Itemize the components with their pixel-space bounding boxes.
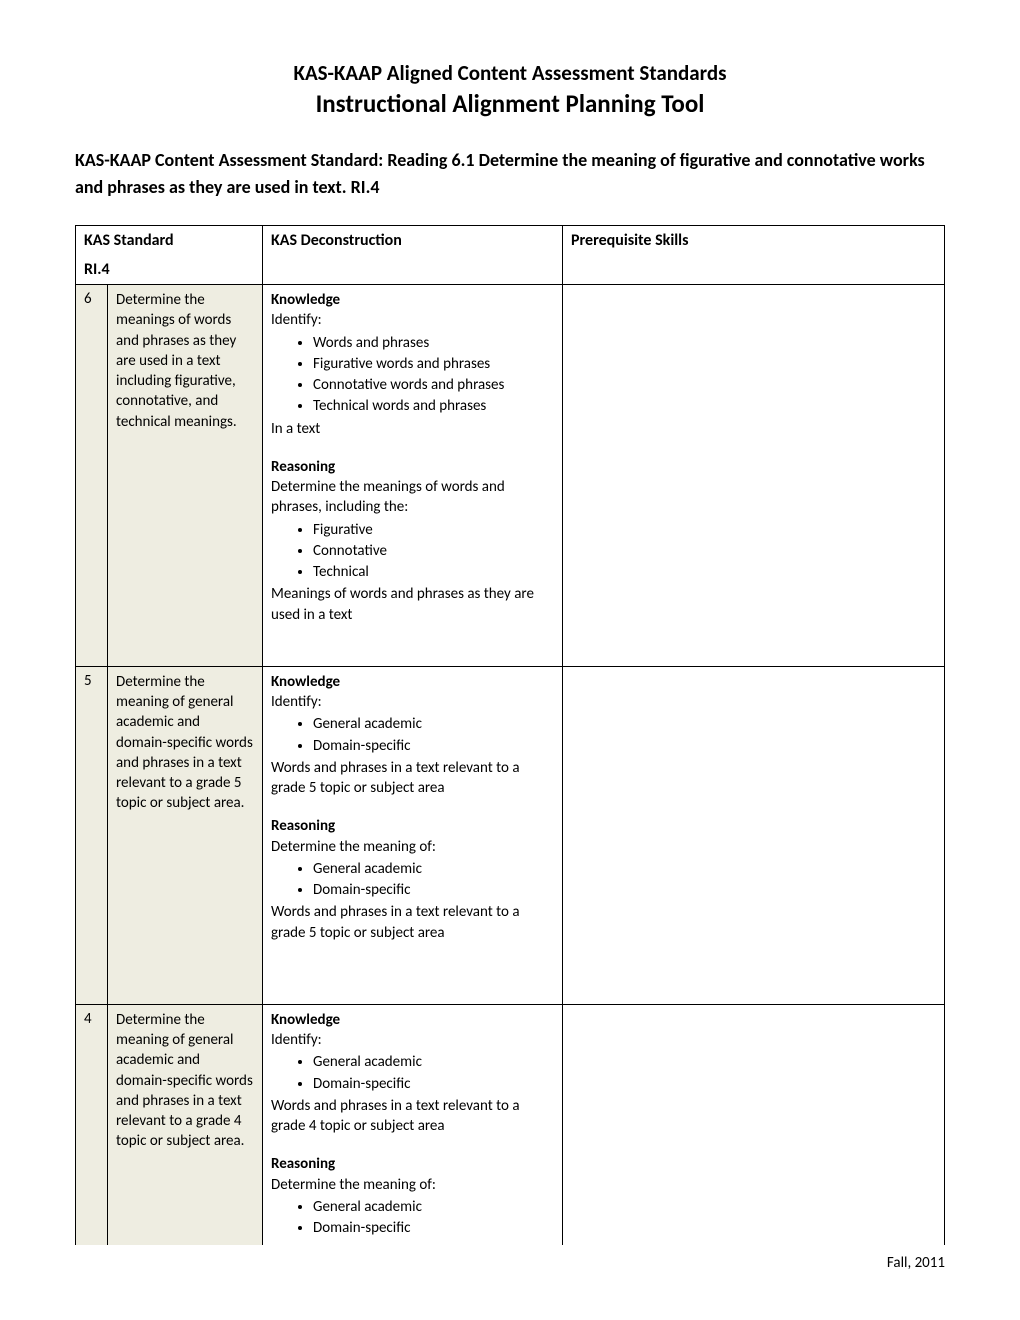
reasoning-list: General academic Domain-specific <box>313 859 554 901</box>
list-item: General academic <box>313 714 554 734</box>
reasoning-outro: Words and phrases in a text relevant to … <box>271 902 554 943</box>
list-item: Technical <box>313 562 554 582</box>
standard-text: Determine the meaning of general academi… <box>108 666 263 1004</box>
deconstruction-cell: Knowledge Identify: Words and phrases Fi… <box>263 285 563 667</box>
knowledge-label: Knowledge <box>271 672 554 692</box>
list-item: Domain-specific <box>313 1218 554 1238</box>
page-title-line2: Instructional Alignment Planning Tool <box>75 88 945 119</box>
standard-text: Determine the meanings of words and phra… <box>108 285 263 667</box>
deconstruction-cell: Knowledge Identify: General academic Dom… <box>263 1004 563 1245</box>
reasoning-list: Figurative Connotative Technical <box>313 520 554 583</box>
list-item: General academic <box>313 1052 554 1072</box>
reasoning-label: Reasoning <box>271 816 554 836</box>
grade-number: 4 <box>76 1004 108 1245</box>
table-row: 5 Determine the meaning of general acade… <box>76 666 945 1004</box>
table-header-row1: KAS Standard KAS Deconstruction Prerequi… <box>76 226 945 256</box>
knowledge-intro: Identify: <box>271 692 554 712</box>
knowledge-list: Words and phrases Figurative words and p… <box>313 333 554 417</box>
list-item: Domain-specific <box>313 1074 554 1094</box>
knowledge-outro: Words and phrases in a text relevant to … <box>271 758 554 799</box>
list-item: Figurative words and phrases <box>313 354 554 374</box>
header-prerequisite: Prerequisite Skills <box>563 226 945 285</box>
grade-number: 5 <box>76 666 108 1004</box>
grade-number: 6 <box>76 285 108 667</box>
list-item: Words and phrases <box>313 333 554 353</box>
knowledge-label: Knowledge <box>271 1010 554 1030</box>
prerequisite-cell <box>563 285 945 667</box>
standard-text: Determine the meaning of general academi… <box>108 1004 263 1245</box>
list-item: Domain-specific <box>313 736 554 756</box>
knowledge-outro: Words and phrases in a text relevant to … <box>271 1096 554 1137</box>
reasoning-intro: Determine the meanings of words and phra… <box>271 477 554 518</box>
reasoning-list: General academic Domain-specific <box>313 1197 554 1239</box>
standard-intro: KAS-KAAP Content Assessment Standard: Re… <box>75 147 945 201</box>
list-item: Connotative <box>313 541 554 561</box>
list-item: General academic <box>313 859 554 879</box>
table-row: 4 Determine the meaning of general acade… <box>76 1004 945 1245</box>
list-item: General academic <box>313 1197 554 1217</box>
list-item: Figurative <box>313 520 554 540</box>
standards-table: KAS Standard KAS Deconstruction Prerequi… <box>75 225 945 1245</box>
deconstruction-cell: Knowledge Identify: General academic Dom… <box>263 666 563 1004</box>
knowledge-list: General academic Domain-specific <box>313 714 554 756</box>
reasoning-intro: Determine the meaning of: <box>271 837 554 857</box>
list-item: Connotative words and phrases <box>313 375 554 395</box>
prerequisite-cell <box>563 666 945 1004</box>
reasoning-label: Reasoning <box>271 1154 554 1174</box>
reasoning-intro: Determine the meaning of: <box>271 1175 554 1195</box>
page-footer: Fall, 2011 <box>887 1254 945 1272</box>
knowledge-intro: Identify: <box>271 1030 554 1050</box>
header-kas-standard: KAS Standard <box>76 226 263 256</box>
table-row: 6 Determine the meanings of words and ph… <box>76 285 945 667</box>
reasoning-label: Reasoning <box>271 457 554 477</box>
knowledge-label: Knowledge <box>271 290 554 310</box>
knowledge-list: General academic Domain-specific <box>313 1052 554 1094</box>
header-deconstruction: KAS Deconstruction <box>263 226 563 285</box>
page-title-line1: KAS-KAAP Aligned Content Assessment Stan… <box>75 60 945 86</box>
list-item: Technical words and phrases <box>313 396 554 416</box>
reasoning-outro: Meanings of words and phrases as they ar… <box>271 584 554 625</box>
list-item: Domain-specific <box>313 880 554 900</box>
knowledge-intro: Identify: <box>271 310 554 330</box>
header-ri4: RI.4 <box>76 255 263 285</box>
knowledge-outro: In a text <box>271 419 554 439</box>
prerequisite-cell <box>563 1004 945 1245</box>
